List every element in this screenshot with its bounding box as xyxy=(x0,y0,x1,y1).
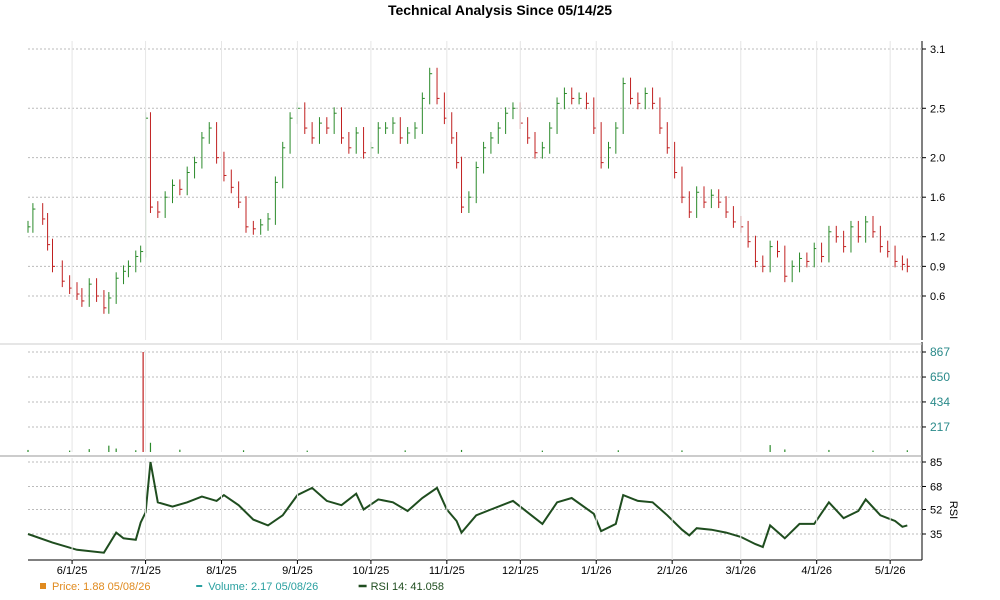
price-tick-label: 1.6 xyxy=(930,192,945,204)
rsi-tick-label: 35 xyxy=(930,529,942,541)
volume-tick-label: 650 xyxy=(930,370,950,384)
x-tick-label: 1/1/26 xyxy=(581,565,612,577)
x-tick-label: 8/1/25 xyxy=(206,565,237,577)
price-tick-label: 0.6 xyxy=(930,291,945,303)
legend-entry: RSI 14: 41.058 xyxy=(371,581,444,593)
rsi-tick-label: 52 xyxy=(930,505,942,517)
x-tick-label: 6/1/25 xyxy=(57,565,88,577)
volume-tick-label: 867 xyxy=(930,345,950,359)
x-tick-label: 5/1/26 xyxy=(875,565,906,577)
x-tick-label: 12/1/25 xyxy=(502,565,539,577)
price-tick-label: 2.0 xyxy=(930,153,945,165)
legend-entry: Price: 1.88 05/08/26 xyxy=(52,581,150,593)
price-tick-label: 0.9 xyxy=(930,261,945,273)
x-tick-label: 2/1/26 xyxy=(657,565,688,577)
rsi-line xyxy=(27,461,908,554)
rsi-tick-label: 85 xyxy=(930,457,942,469)
x-tick-label: 10/1/25 xyxy=(353,565,390,577)
x-tick-label: 7/1/25 xyxy=(130,565,161,577)
price-tick-label: 3.1 xyxy=(930,44,945,56)
rsi-tick-label: 68 xyxy=(930,481,942,493)
price-tick-label: 2.5 xyxy=(930,103,945,115)
x-tick-label: 11/1/25 xyxy=(429,565,465,577)
price-square-icon xyxy=(40,583,46,589)
chart-title: Technical Analysis Since 05/14/25 xyxy=(387,2,613,18)
legend-entry: Volume: 2.17 05/08/26 xyxy=(208,581,318,593)
volume-tick-label: 217 xyxy=(930,420,950,434)
x-tick-label: 9/1/25 xyxy=(282,565,313,577)
x-tick-label: 3/1/26 xyxy=(725,565,756,577)
rsi-axis-label: RSI xyxy=(947,501,959,519)
x-tick-label: 4/1/26 xyxy=(801,565,832,577)
volume-tick-label: 434 xyxy=(930,395,950,409)
price-tick-label: 1.2 xyxy=(930,232,945,244)
